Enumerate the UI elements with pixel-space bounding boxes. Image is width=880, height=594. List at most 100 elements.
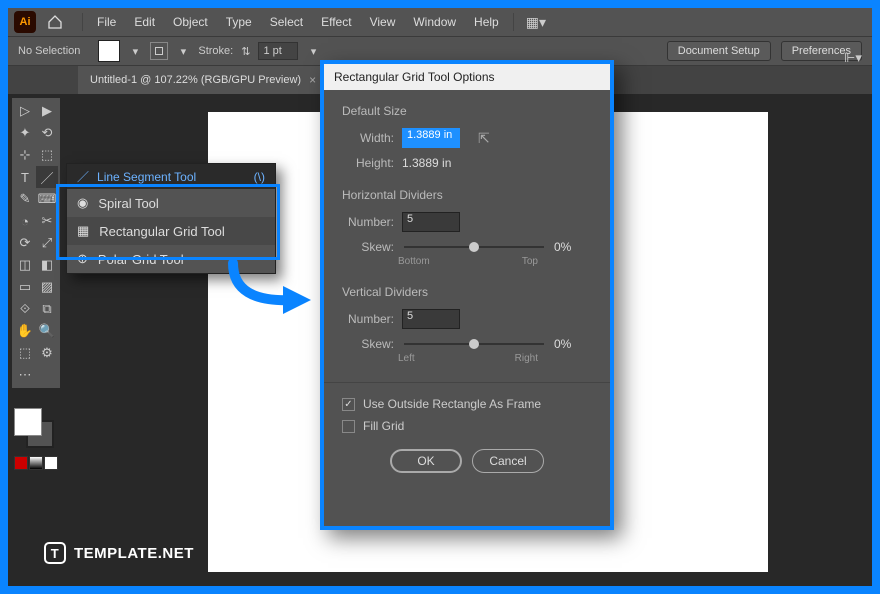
tool-gradient[interactable]: ⧉ bbox=[36, 298, 58, 320]
tool-eyedropper[interactable]: ✋ bbox=[14, 320, 36, 342]
dropdown-icon[interactable]: ▾ bbox=[128, 45, 142, 58]
tab-title: Untitled-1 @ 107.22% (RGB/GPU Preview) bbox=[90, 74, 301, 86]
tool-direct-selection[interactable]: ▶ bbox=[36, 100, 58, 122]
number-input[interactable]: 5 bbox=[402, 212, 460, 232]
watermark-text: TEMPLATE.NET bbox=[74, 545, 194, 562]
height-label: Height: bbox=[346, 156, 394, 170]
checkbox-label: Use Outside Rectangle As Frame bbox=[363, 397, 541, 411]
tool-selection[interactable]: ▷ bbox=[14, 100, 36, 122]
flyout-label: Line Segment Tool bbox=[97, 170, 196, 184]
color-mode[interactable] bbox=[14, 456, 28, 470]
tool-pen[interactable]: ⊹ bbox=[14, 144, 36, 166]
polar-grid-icon: ⊕ bbox=[77, 251, 88, 267]
tool-more[interactable]: ⋯ bbox=[14, 364, 36, 386]
align-icon[interactable]: ⊩▾ bbox=[844, 50, 860, 66]
cancel-button[interactable]: Cancel bbox=[472, 449, 544, 473]
tool-rotate[interactable]: ⟳ bbox=[14, 232, 36, 254]
constrain-icon[interactable]: ⇱ bbox=[478, 130, 490, 147]
number-input[interactable]: 5 bbox=[402, 309, 460, 329]
dialog-rectangular-grid-options: Rectangular Grid Tool Options Default Si… bbox=[320, 60, 614, 530]
skew-value: 0% bbox=[554, 337, 584, 351]
skew-right-label: Top bbox=[522, 256, 538, 267]
number-label: Number: bbox=[346, 312, 394, 326]
skew-slider[interactable] bbox=[404, 240, 544, 254]
tool-blend[interactable]: 🔍 bbox=[36, 320, 58, 342]
menu-file[interactable]: File bbox=[89, 11, 124, 33]
stroke-value[interactable]: 1 pt bbox=[258, 42, 298, 60]
section-title: Default Size bbox=[342, 104, 592, 118]
menu-type[interactable]: Type bbox=[218, 11, 260, 33]
tool-symbol-sprayer[interactable]: ⬚ bbox=[14, 342, 36, 364]
checkbox-use-outside[interactable]: Use Outside Rectangle As Frame bbox=[342, 397, 592, 411]
flyout-label: Polar Grid Tool bbox=[98, 252, 184, 267]
menu-effect[interactable]: Effect bbox=[313, 11, 359, 33]
menu-object[interactable]: Object bbox=[165, 11, 216, 33]
tool-column-graph[interactable]: ⚙ bbox=[36, 342, 58, 364]
tool-eraser[interactable]: ✂ bbox=[36, 210, 58, 232]
number-label: Number: bbox=[346, 215, 394, 229]
tool-shape-builder[interactable]: ▭ bbox=[14, 276, 36, 298]
section-title: Vertical Dividers bbox=[342, 285, 592, 299]
keyboard-shortcut: (\) bbox=[254, 170, 265, 184]
dropdown-icon[interactable]: ▾ bbox=[176, 45, 190, 58]
watermark-icon: T bbox=[44, 542, 66, 564]
tool-rectangle[interactable]: ✎ bbox=[14, 188, 36, 210]
tool-perspective[interactable]: ▨ bbox=[36, 276, 58, 298]
fill-box[interactable] bbox=[14, 408, 42, 436]
ok-button[interactable]: OK bbox=[390, 449, 462, 473]
close-icon[interactable]: × bbox=[309, 73, 316, 87]
menu-window[interactable]: Window bbox=[405, 11, 464, 33]
flyout-label: Rectangular Grid Tool bbox=[99, 224, 225, 239]
menu-view[interactable]: View bbox=[362, 11, 404, 33]
tool-line-segment[interactable]: ／ bbox=[36, 166, 58, 188]
tool-type[interactable]: T bbox=[14, 166, 36, 188]
home-icon[interactable] bbox=[44, 11, 66, 33]
stroke-stepper-icon[interactable]: ⇅ bbox=[241, 45, 250, 58]
menu-bar: Ai File Edit Object Type Select Effect V… bbox=[8, 8, 872, 36]
checkbox-icon bbox=[342, 420, 355, 433]
document-setup-button[interactable]: Document Setup bbox=[667, 41, 771, 61]
flyout-item-rectangular-grid[interactable]: ▦ Rectangular Grid Tool bbox=[67, 217, 275, 245]
flyout-label: Spiral Tool bbox=[98, 196, 158, 211]
flyout-item-spiral[interactable]: ◉ Spiral Tool bbox=[67, 189, 275, 217]
tool-shaper[interactable]: ◔ bbox=[14, 210, 36, 232]
skew-slider[interactable] bbox=[404, 337, 544, 351]
workspace-switcher-icon[interactable]: ▦▾ bbox=[520, 14, 552, 31]
flyout-item-polar-grid[interactable]: ⊕ Polar Grid Tool bbox=[67, 245, 275, 273]
separator bbox=[324, 382, 610, 383]
tool-paintbrush[interactable]: ⌨ bbox=[36, 188, 58, 210]
stroke-label: Stroke: bbox=[198, 45, 233, 57]
tool-mesh[interactable]: ⟐ bbox=[14, 298, 36, 320]
fill-swatch[interactable] bbox=[98, 40, 120, 62]
separator bbox=[513, 13, 514, 31]
dialog-title: Rectangular Grid Tool Options bbox=[324, 64, 610, 90]
section-default-size: Default Size Width: 1.3889 in ⇱ Height: … bbox=[342, 104, 592, 170]
document-tab[interactable]: Untitled-1 @ 107.22% (RGB/GPU Preview) × bbox=[78, 66, 328, 94]
menu-select[interactable]: Select bbox=[262, 11, 311, 33]
menu-help[interactable]: Help bbox=[466, 11, 507, 33]
color-mode-row bbox=[14, 456, 58, 472]
tool-curvature[interactable]: ⬚ bbox=[36, 144, 58, 166]
tool-magic-wand[interactable]: ✦ bbox=[14, 122, 36, 144]
checkbox-fill-grid[interactable]: Fill Grid bbox=[342, 419, 592, 433]
tool-scale[interactable]: ⤢ bbox=[36, 232, 58, 254]
gradient-mode[interactable] bbox=[29, 456, 43, 470]
section-title: Horizontal Dividers bbox=[342, 188, 592, 202]
tool-flyout: ／ Line Segment Tool (\) ◉ Spiral Tool ▦ … bbox=[66, 163, 276, 274]
tool-lasso[interactable]: ⟲ bbox=[36, 122, 58, 144]
width-input[interactable]: 1.3889 in bbox=[402, 128, 460, 148]
toolbox: ▷ ▶ ✦ ⟲ ⊹ ⬚ T ／ ✎ ⌨ ◔ ✂ ⟳ ⤢ ◫ ◧ ▭ ▨ ⟐ ⧉ … bbox=[12, 98, 60, 388]
skew-right-label: Right bbox=[515, 353, 538, 364]
dropdown-icon[interactable]: ▾ bbox=[306, 45, 320, 58]
fill-stroke-indicator[interactable] bbox=[14, 408, 58, 452]
none-mode[interactable] bbox=[44, 456, 58, 470]
menu-edit[interactable]: Edit bbox=[126, 11, 163, 33]
grid-icon: ▦ bbox=[77, 223, 89, 239]
flyout-item-line-segment[interactable]: ／ Line Segment Tool (\) bbox=[67, 164, 275, 189]
tool-free-transform[interactable]: ◧ bbox=[36, 254, 58, 276]
skew-label: Skew: bbox=[346, 240, 394, 254]
stroke-swatch[interactable] bbox=[150, 42, 168, 60]
spiral-icon: ◉ bbox=[77, 195, 88, 211]
height-value[interactable]: 1.3889 in bbox=[402, 156, 451, 170]
tool-width[interactable]: ◫ bbox=[14, 254, 36, 276]
